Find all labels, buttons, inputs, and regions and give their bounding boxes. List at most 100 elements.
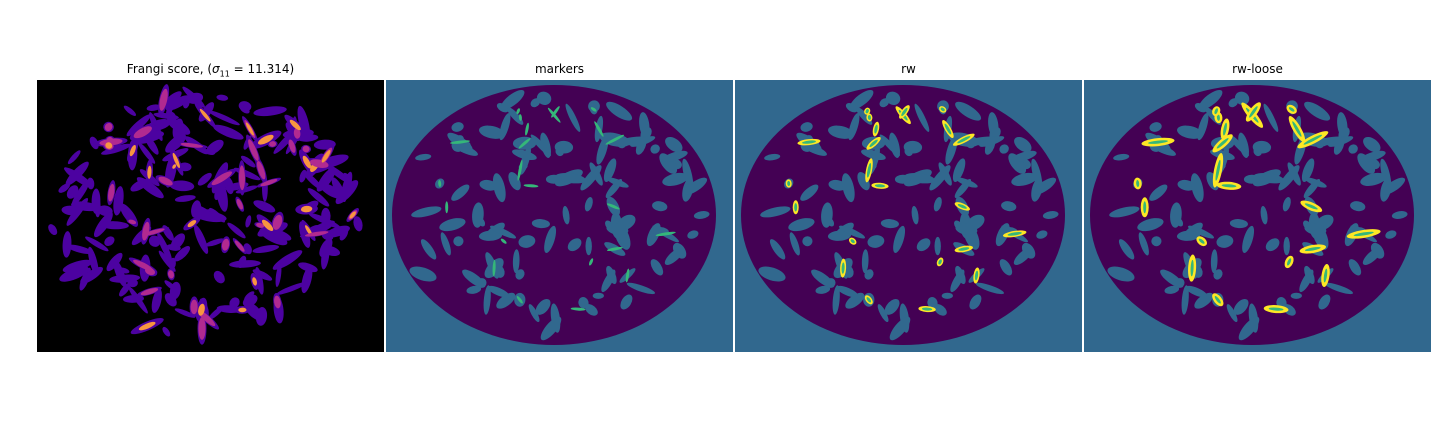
texture-blob (305, 225, 313, 236)
texture-blob (104, 236, 115, 247)
texture-blob (626, 282, 656, 295)
texture-blob (339, 228, 349, 241)
texture-blob (921, 307, 933, 311)
texture-blob (128, 219, 137, 225)
texture-blob (957, 136, 971, 144)
texture-blob (500, 89, 525, 110)
texture-blob (879, 134, 900, 157)
texture-blob (216, 94, 229, 101)
texture-blob (229, 260, 261, 268)
texture-blob (845, 292, 865, 309)
texture-blob (606, 265, 617, 285)
texture-blob (144, 134, 159, 155)
texture-blob (849, 89, 874, 110)
texture-blob (169, 180, 195, 192)
texture-blob (234, 240, 245, 252)
texture-blob (866, 163, 872, 178)
texture-blob (168, 270, 174, 279)
texture-blob (1007, 232, 1022, 236)
texture-blob (253, 106, 287, 117)
texture-blob (1216, 138, 1229, 149)
texture-blob (216, 305, 242, 313)
texture-blob (136, 177, 164, 199)
texture-blob (148, 235, 161, 247)
texture-blob (850, 239, 855, 244)
texture-blob (240, 155, 256, 168)
rw-image (735, 80, 1082, 352)
texture-blob (684, 177, 708, 195)
texture-blob (1353, 231, 1374, 237)
texture-blob (138, 142, 156, 164)
texture-blob (828, 125, 854, 139)
texture-blob (1194, 292, 1214, 309)
texture-blob (693, 211, 710, 219)
markers-panel: markers (386, 60, 733, 352)
texture-blob (821, 202, 833, 228)
texture-blob (147, 165, 152, 179)
frangi-image (37, 80, 384, 352)
texture-blob (172, 164, 177, 169)
texture-blob (885, 91, 901, 105)
texture-blob (758, 266, 786, 282)
texture-blob (158, 176, 173, 186)
texture-blob (940, 107, 945, 112)
texture-blob (151, 288, 162, 313)
texture-blob (253, 200, 276, 213)
rw-panel: rw (735, 60, 1082, 352)
texture-blob (123, 105, 137, 116)
texture-blob (540, 316, 562, 341)
texture-blob (458, 141, 471, 153)
texture-blob (802, 236, 813, 247)
texture-blob (525, 122, 529, 136)
texture-blob (198, 317, 206, 340)
texture-blob (1288, 107, 1295, 112)
texture-blob (238, 307, 247, 313)
texture-blob (764, 153, 781, 161)
texture-blob (239, 105, 250, 114)
texture-blob (1151, 236, 1162, 247)
texture-blob (483, 285, 491, 315)
texture-blob (531, 219, 550, 229)
texture-blob (554, 140, 574, 154)
texture-blob (535, 298, 551, 315)
texture-blob (938, 259, 942, 265)
texture-blob (62, 259, 93, 273)
texture-blob (590, 107, 597, 112)
texture-blob (1170, 202, 1182, 228)
texture-blob (478, 230, 503, 241)
texture-blob (108, 183, 115, 202)
texture-blob (439, 218, 466, 232)
texture-blob (1304, 203, 1318, 210)
texture-blob (1252, 140, 1272, 154)
texture-blob (1243, 174, 1260, 184)
texture-blob (307, 188, 330, 207)
texture-blob (194, 224, 209, 254)
texture-blob (687, 230, 699, 239)
texture-blob (580, 165, 602, 191)
texture-blob (916, 238, 931, 252)
texture-blob (1001, 201, 1017, 212)
texture-blob (293, 128, 301, 139)
texture-blob (570, 307, 586, 311)
texture-blob (71, 179, 90, 207)
texture-blob (1265, 238, 1280, 252)
texture-blob (682, 158, 694, 190)
texture-blob (1216, 114, 1220, 121)
texture-blob (1216, 235, 1234, 248)
texture-blob (865, 109, 869, 114)
texture-blob (1348, 259, 1362, 276)
texture-blob (1318, 294, 1331, 310)
texture-blob (787, 181, 791, 186)
texture-blob (440, 232, 451, 256)
markers-title: markers (534, 62, 585, 76)
texture-blob (1242, 225, 1255, 253)
texture-blob (650, 259, 664, 276)
rw-loose-panel: rw-loose (1084, 60, 1431, 352)
texture-blob (1177, 125, 1203, 139)
texture-blob (1014, 136, 1032, 153)
texture-blob (518, 114, 522, 121)
texture-blob (129, 144, 136, 157)
texture-blob (227, 222, 246, 239)
texture-blob (1042, 211, 1059, 219)
texture-blob (512, 149, 537, 161)
